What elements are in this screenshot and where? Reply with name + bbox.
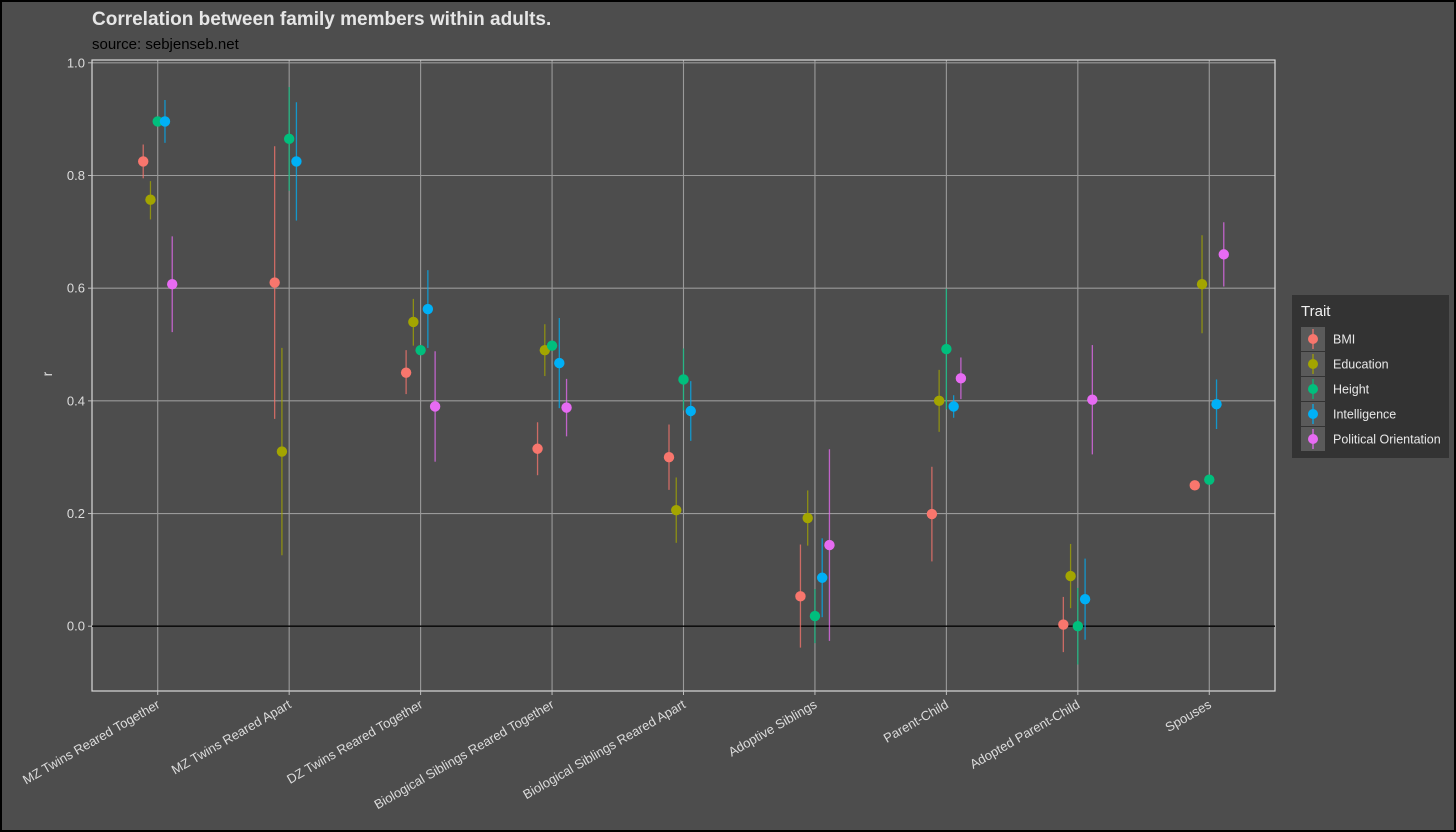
data-point	[685, 405, 696, 417]
y-tick-label: 1.0	[67, 55, 85, 70]
legend-key-point	[1308, 334, 1318, 344]
chart-subtitle: source: sebjenseb.net	[92, 36, 240, 53]
data-point	[802, 512, 813, 524]
x-tick-label: Adoptive Siblings	[726, 696, 820, 759]
data-point	[269, 277, 280, 288]
data-marks	[138, 87, 1229, 665]
legend-item-bmi: BMI	[1301, 327, 1355, 351]
data-point	[955, 373, 967, 384]
data-point	[429, 401, 441, 412]
data-point	[422, 303, 434, 315]
data-point	[145, 194, 156, 205]
data-point	[561, 402, 572, 413]
y-tick-label: 0.4	[67, 393, 85, 408]
legend-label: BMI	[1333, 333, 1355, 347]
legend-item-height: Height	[1301, 377, 1370, 401]
data-point	[1204, 474, 1215, 485]
data-point	[1072, 621, 1084, 632]
data-point	[532, 443, 543, 454]
legend-key-point	[1308, 409, 1318, 419]
data-point	[1079, 593, 1091, 605]
series-height	[152, 87, 1215, 665]
data-point	[1087, 394, 1098, 405]
legend: Trait BMI Education Height Intelligence Poli…	[1292, 295, 1449, 458]
data-point	[1196, 279, 1208, 290]
x-tick-label: Adopted Parent-Child	[967, 697, 1082, 772]
data-point	[809, 610, 821, 622]
legend-key-point	[1308, 434, 1318, 444]
data-point	[283, 133, 295, 145]
data-point	[1189, 480, 1200, 491]
data-point	[663, 451, 675, 463]
data-point	[1065, 570, 1076, 582]
x-tick-label: MZ Twins Reared Apart	[169, 696, 294, 777]
legend-title: Trait	[1301, 303, 1331, 320]
legend-key-point	[1308, 384, 1318, 394]
x-tick-label: Parent-Child	[881, 697, 951, 746]
series-education	[145, 181, 1208, 609]
data-point	[941, 343, 952, 355]
y-tick-label: 0.2	[67, 506, 85, 521]
legend-key-point	[1308, 359, 1318, 369]
data-point	[926, 508, 938, 520]
chart-title: Correlation between family members withi…	[92, 9, 551, 30]
legend-item-political-orientation: Political Orientation	[1301, 427, 1441, 451]
x-tick-label: MZ Twins Reared Together	[20, 696, 163, 787]
data-point	[1211, 399, 1222, 410]
data-point	[816, 572, 828, 583]
y-axis-ticks: 0.0 0.2 0.4 0.6 0.8 1.0	[67, 55, 92, 634]
data-point	[138, 156, 149, 167]
data-point	[159, 116, 171, 127]
data-point	[554, 357, 565, 369]
data-point	[152, 116, 163, 127]
y-tick-label: 0.0	[67, 619, 85, 634]
legend-items: BMI Education Height Intelligence Political …	[1301, 327, 1441, 451]
data-point	[795, 591, 806, 602]
series-intelligence	[159, 100, 1222, 640]
data-point	[948, 401, 959, 412]
x-tick-label: Spouses	[1162, 696, 1214, 735]
legend-item-intelligence: Intelligence	[1301, 402, 1396, 426]
data-point	[291, 156, 302, 167]
data-point	[1218, 249, 1229, 260]
data-point	[276, 446, 288, 457]
data-point	[678, 374, 689, 385]
data-point	[415, 344, 426, 356]
y-axis-label: r	[39, 371, 55, 376]
data-point	[671, 504, 682, 516]
y-tick-label: 0.6	[67, 281, 85, 296]
legend-label: Height	[1333, 383, 1370, 397]
data-point	[933, 395, 945, 407]
legend-label: Intelligence	[1333, 408, 1396, 422]
data-point	[1058, 619, 1069, 630]
data-point	[824, 539, 835, 551]
legend-label: Political Orientation	[1333, 433, 1441, 447]
x-axis-ticks: MZ Twins Reared Together MZ Twins Reared …	[20, 691, 1214, 812]
data-point	[546, 340, 558, 351]
data-point	[408, 316, 419, 328]
legend-item-education: Education	[1301, 352, 1389, 376]
series-political-orientation	[167, 222, 1229, 641]
data-point	[400, 367, 412, 378]
x-tick-label: DZ Twins Reared Together	[284, 696, 426, 786]
series-bmi	[138, 144, 1200, 653]
data-point	[167, 279, 178, 290]
y-tick-label: 0.8	[67, 168, 85, 183]
legend-label: Education	[1333, 358, 1389, 372]
